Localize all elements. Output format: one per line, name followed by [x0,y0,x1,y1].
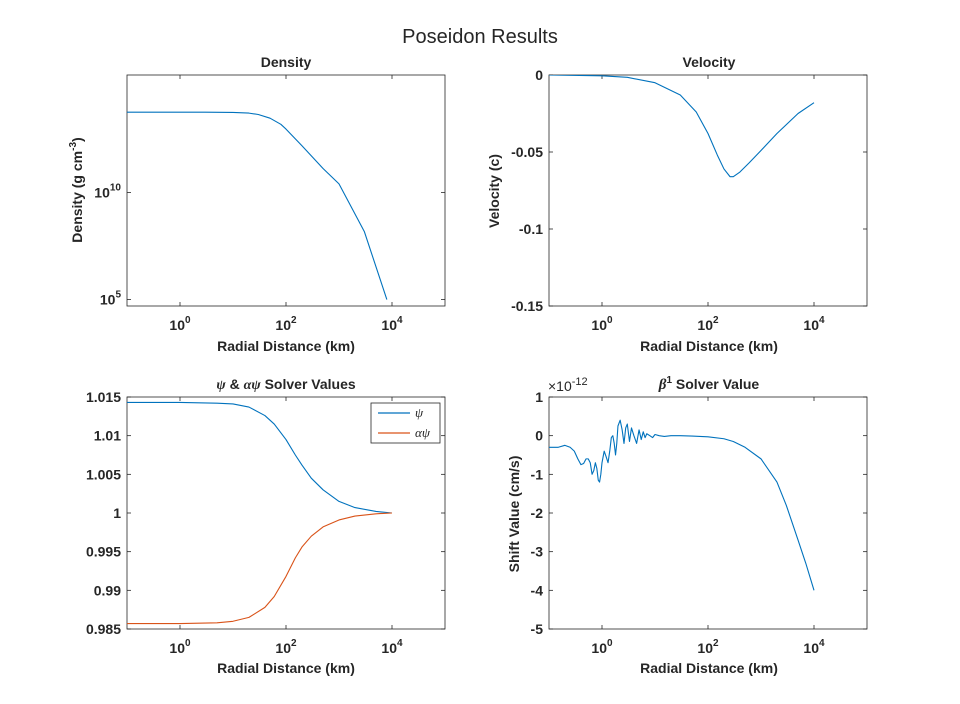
velocity-title: Velocity [683,54,736,70]
shift-multiplier: ×10-12 [548,376,588,394]
density-xtick-label: 100 [169,315,191,333]
solver-title-rest: Solver Values [261,376,356,392]
shift-title-rest: Solver Value [672,376,759,392]
shift-ytick-label: -5 [531,621,544,637]
density-panel: Density Radial Distance (km) Density (g … [68,54,446,354]
solver-values-title: ψ & αψ Solver Values [216,376,356,393]
solver-ytick-label: 1.01 [94,428,121,444]
velocity-ylabel: Velocity (c) [486,154,502,228]
shift-ytick-label: 0 [535,428,543,444]
legend-label-alpha-psi: αψ [415,425,431,440]
density-ytick-label: 1010 [94,182,121,200]
velocity-xlabel: Radial Distance (km) [640,338,778,354]
solver-values-xlabel: Radial Distance (km) [217,660,355,676]
solver-title-sym2: αψ [244,378,262,393]
shift-xtick-label: 104 [803,638,825,656]
solver-values-panel: ψ & αψ Solver Values Radial Distance (km… [86,376,446,676]
density-ylabel: Density (g cm-3) [68,137,85,242]
velocity-ytick-label: 0 [535,67,543,83]
solver-ytick-label: 0.99 [94,582,121,598]
shift-xtick-label: 100 [591,638,613,656]
velocity-series-line-0 [549,75,815,178]
shift-ytick-label: -2 [531,505,544,521]
shift-ytick-label: -3 [531,544,544,560]
density-ylabel-sup: -3 [68,142,79,151]
density-ytick-label: 105 [100,290,122,308]
figure-title: Poseidon Results [402,26,558,48]
solver-title-amp: & [226,376,244,392]
velocity-ytick-label: -0.1 [519,221,543,237]
shift-title-sup: 1 [666,375,672,386]
density-xtick-label: 104 [381,315,403,333]
velocity-panel: Velocity Radial Distance (km) Velocity (… [486,54,868,354]
legend-label-psi: ψ [415,405,424,420]
shift-ytick-label: -4 [531,582,544,598]
shift-ytick-label: -1 [531,466,544,482]
shift-xlabel: Radial Distance (km) [640,660,778,676]
shift-xtick-label: 102 [697,638,719,656]
solver-ytick-label: 1 [113,505,121,521]
shift-multiplier-base: ×10 [548,378,572,394]
solver-xtick-label: 104 [381,638,403,656]
density-ylabel-close: ) [69,137,85,142]
solver-series-line-0 [127,401,393,514]
solver-ytick-label: 0.985 [86,621,121,637]
solver-series-line-1 [127,512,393,625]
shift-title: β1 Solver Value [658,375,760,393]
shift-multiplier-exp: -12 [572,376,588,388]
density-ylabel-main: Density (g cm [69,151,85,243]
velocity-ytick-label: -0.05 [511,144,543,160]
solver-xtick-label: 102 [275,638,297,656]
shift-title-sym: β [658,377,667,393]
velocity-ytick-label: -0.15 [511,298,543,314]
solver-legend: ψ αψ [370,402,441,444]
legend-box [370,402,441,444]
solver-title-sym1: ψ [216,378,226,393]
solver-ytick-label: 1.015 [86,389,121,405]
velocity-xtick-label: 100 [591,315,613,333]
shift-ytick-label: 1 [535,389,543,405]
solver-ytick-label: 1.005 [86,466,121,482]
solver-ytick-label: 0.995 [86,544,121,560]
density-xlabel: Radial Distance (km) [217,338,355,354]
shift-series-line-0 [549,419,815,591]
velocity-xtick-label: 102 [697,315,719,333]
shift-panel: β1 Solver Value ×10-12 Radial Distance (… [506,375,868,676]
velocity-xtick-label: 104 [803,315,825,333]
density-series-line-0 [127,111,388,300]
shift-ylabel: Shift Value (cm/s) [506,456,522,573]
density-xtick-label: 102 [275,315,297,333]
density-title: Density [261,54,312,70]
solver-xtick-label: 100 [169,638,191,656]
